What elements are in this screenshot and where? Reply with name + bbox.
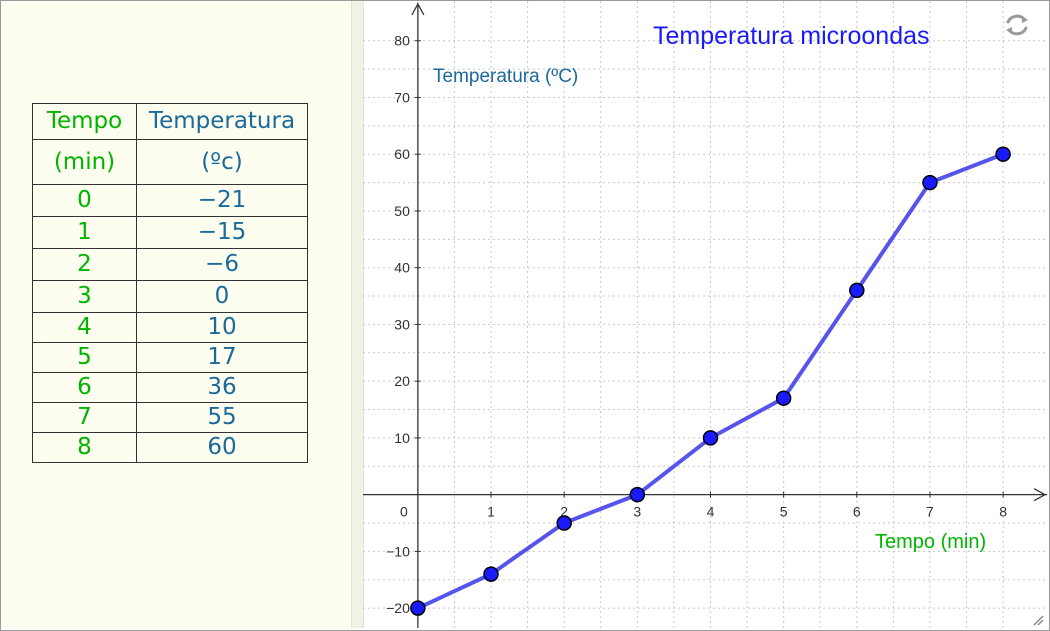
time-cell: 6 — [32, 372, 137, 403]
y-tick-label: 70 — [394, 89, 410, 105]
temperature-cell: −6 — [136, 248, 308, 281]
refresh-icon[interactable] — [1001, 9, 1033, 41]
time-cell: 2 — [32, 248, 137, 281]
data-point — [556, 515, 572, 531]
y-tick-label: 20 — [394, 373, 410, 389]
header-cell-temperatura: Temperatura — [136, 103, 308, 140]
table-panel: Tempo Temperatura (min) (ºc) 0 −21 1 −15… — [1, 1, 351, 628]
grid — [363, 1, 1047, 628]
unit-cell-celsius: (ºc) — [136, 139, 308, 185]
time-cell: 7 — [32, 402, 137, 433]
table-row: 4 10 — [32, 312, 308, 343]
data-point — [410, 600, 426, 616]
x-tick-label: 8 — [999, 504, 1007, 520]
y-axis-label: Temperatura (ºC) — [433, 66, 578, 87]
table-row: 1 −15 — [32, 216, 308, 249]
temperature-cell: 55 — [136, 402, 308, 433]
resize-handle-icon[interactable] — [1030, 612, 1044, 626]
y-tick-label: 50 — [394, 203, 410, 219]
time-cell: 0 — [32, 184, 137, 217]
y-tick-label: 30 — [394, 316, 410, 332]
time-cell: 3 — [32, 280, 137, 313]
x-tick-label: 1 — [487, 504, 495, 520]
x-tick-label: 2 — [560, 504, 568, 520]
chart-title: Temperatura microondas — [653, 22, 930, 50]
header-cell-tempo: Tempo — [32, 103, 137, 140]
data-point — [922, 174, 938, 191]
time-cell: 8 — [32, 432, 137, 463]
data-point — [702, 430, 719, 446]
x-tick-label: 3 — [633, 504, 641, 520]
x-tick-label: 4 — [707, 504, 715, 520]
data-point — [483, 566, 499, 582]
table-header-row: Tempo Temperatura — [32, 103, 308, 140]
temperature-cell: 36 — [136, 372, 308, 403]
table-row: 8 60 — [32, 432, 308, 463]
table-row: 6 36 — [32, 372, 308, 403]
graphics-view[interactable]: 0 1 2 3 4 5 6 7 8 −20 −10 10 20 30 40 50 60 70 80 Temperat… — [363, 1, 1047, 628]
table-row: 5 17 — [32, 342, 308, 373]
y-tick-label: 40 — [394, 260, 410, 276]
y-tick-label: −10 — [386, 543, 410, 559]
x-tick-label: 6 — [853, 504, 861, 520]
tick-labels: 0 1 2 3 4 5 6 7 8 −20 −10 10 20 30 40 50 60 70 80 — [386, 33, 1007, 616]
x-axis-label: Tempo (min) — [875, 531, 986, 553]
temperature-cell: 17 — [136, 342, 308, 373]
data-point — [995, 146, 1011, 162]
data-table: Tempo Temperatura (min) (ºc) 0 −21 1 −15… — [32, 103, 308, 463]
y-tick-label: 10 — [394, 430, 410, 446]
y-tick-label: −20 — [386, 600, 410, 616]
data-point — [775, 390, 792, 406]
y-tick-label: 60 — [394, 146, 410, 162]
temperature-cell: 10 — [136, 312, 308, 343]
time-cell: 1 — [32, 216, 137, 249]
x-tick-label: 5 — [780, 504, 788, 520]
table-row: 2 −6 — [32, 248, 308, 281]
table-row: 0 −21 — [32, 184, 308, 217]
time-cell: 5 — [32, 342, 137, 373]
x-tick-label: 0 — [400, 504, 408, 520]
unit-cell-min: (min) — [32, 139, 137, 185]
x-tick-label: 7 — [926, 504, 934, 520]
x-axis-arrow — [1033, 488, 1047, 502]
data-point — [629, 486, 646, 503]
panel-divider[interactable] — [351, 1, 364, 628]
temperature-cell: −21 — [136, 184, 308, 217]
time-cell: 4 — [32, 312, 137, 343]
table-row: 7 55 — [32, 402, 308, 433]
table-row: 3 0 — [32, 280, 308, 313]
y-tick-label: 80 — [394, 33, 410, 49]
y-axis-arrow — [411, 2, 425, 16]
table-unit-row: (min) (ºc) — [32, 139, 308, 185]
temperature-cell: 60 — [136, 432, 308, 463]
temperature-cell: 0 — [136, 280, 308, 313]
axes — [363, 2, 1047, 628]
series — [410, 146, 1011, 616]
data-point — [849, 282, 865, 299]
temperature-cell: −15 — [136, 216, 308, 249]
